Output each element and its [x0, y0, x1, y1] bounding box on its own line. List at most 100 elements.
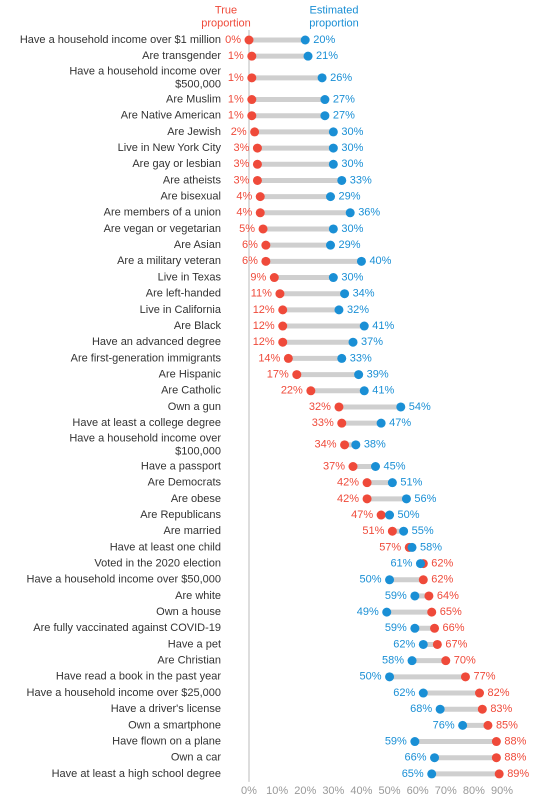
category-label: Have a driver's license [111, 703, 221, 715]
estimate-dot [328, 127, 338, 137]
category-label: Have a pet [168, 638, 221, 650]
estimate-dot [345, 208, 355, 218]
estimate-value-label: 66% [405, 752, 427, 764]
estimate-dot [435, 704, 445, 714]
true-dot [255, 192, 265, 202]
estimate-value-label: 27% [333, 93, 355, 105]
estimate-dot [328, 273, 338, 283]
true-value-label: 62% [431, 557, 453, 569]
estimate-dot [328, 159, 338, 169]
true-value-label: 1% [228, 93, 244, 105]
estimate-dot [418, 688, 428, 698]
estimate-dot [359, 386, 369, 396]
estimate-dot [376, 418, 386, 428]
true-value-label: 4% [236, 207, 252, 219]
estimate-dot [371, 462, 380, 471]
true-value-label: 6% [242, 239, 258, 251]
true-dot [427, 607, 437, 617]
true-value-label: 77% [473, 671, 495, 683]
estimate-dot [396, 402, 406, 412]
estimate-dot [300, 35, 310, 45]
true-dot [258, 224, 268, 234]
estimate-value-label: 41% [372, 385, 394, 397]
estimate-dot [387, 478, 397, 488]
category-label: Are fully vaccinated against COVID-19 [33, 622, 221, 634]
true-dot [247, 95, 257, 105]
estimate-dot [418, 639, 428, 649]
true-dot [275, 289, 285, 299]
category-label: Are married [164, 525, 221, 537]
x-tick-label: 20% [294, 785, 316, 797]
estimate-value-label: 68% [410, 703, 432, 715]
estimate-value-label: 50% [360, 671, 382, 683]
true-value-label: 62% [431, 574, 453, 586]
estimate-value-label: 29% [339, 239, 361, 251]
estimate-dot [385, 672, 395, 682]
category-label: Have a passport [141, 460, 221, 472]
true-value-label: 42% [337, 477, 359, 489]
true-value-label: 12% [253, 304, 275, 316]
estimate-value-label: 58% [382, 655, 404, 667]
category-label: Voted in the 2020 election [94, 557, 221, 569]
estimate-dot [410, 737, 420, 747]
true-value-label: 65% [440, 606, 462, 618]
estimate-value-label: 47% [389, 417, 411, 429]
estimate-dot [382, 607, 392, 617]
estimate-dot [415, 559, 425, 569]
x-tick-label: 40% [350, 785, 372, 797]
true-dot [477, 704, 487, 714]
category-label: Are a military veteran [117, 255, 221, 267]
category-label: Are Native American [121, 110, 221, 122]
true-value-label: 67% [445, 638, 467, 650]
estimate-value-label: 32% [347, 304, 369, 316]
true-value-label: 64% [437, 590, 459, 602]
estimate-value-label: 54% [409, 401, 431, 413]
estimate-dot [356, 256, 366, 266]
true-dot [261, 256, 271, 266]
true-value-label: 4% [236, 191, 252, 203]
true-value-label: 1% [228, 50, 244, 62]
true-dot [491, 737, 501, 747]
estimate-dot [320, 95, 330, 105]
true-dot [424, 591, 434, 601]
true-dot [252, 159, 262, 169]
true-value-label: 37% [323, 460, 345, 472]
estimate-value-label: 39% [367, 369, 389, 381]
true-value-label: 0% [225, 34, 241, 46]
true-dot [269, 273, 279, 283]
estimate-dot [399, 526, 409, 536]
category-label: Have an advanced degree [92, 336, 221, 348]
estimate-value-label: 30% [341, 271, 363, 283]
true-dot [491, 753, 501, 763]
category-label: Have a household income over $100,000 [69, 432, 221, 457]
category-label: Are transgender [142, 50, 221, 62]
estimate-value-label: 21% [316, 50, 338, 62]
x-tick-label: 0% [241, 785, 257, 797]
true-value-label: 88% [504, 752, 526, 764]
estimate-dot [410, 591, 420, 601]
estimate-dot [407, 542, 417, 552]
estimate-dot [359, 321, 369, 331]
estimate-dot [385, 575, 395, 585]
category-label: Are Black [174, 320, 222, 332]
estimate-value-label: 40% [369, 255, 391, 267]
true-dot [340, 440, 350, 450]
category-label: Are first-generation immigrants [71, 352, 222, 364]
estimate-value-label: 33% [350, 174, 372, 186]
true-dot [283, 353, 293, 363]
estimate-dot [348, 337, 358, 347]
legend-label: True proportion [201, 4, 251, 29]
true-value-label: 11% [251, 288, 272, 300]
true-dot [306, 386, 316, 396]
true-dot [292, 370, 302, 380]
estimate-value-label: 55% [412, 525, 434, 537]
category-label: Own a house [156, 606, 221, 618]
true-dot [252, 143, 262, 153]
estimate-value-label: 62% [393, 638, 415, 650]
true-value-label: 12% [253, 320, 275, 332]
category-label: Live in Texas [158, 271, 222, 283]
estimate-value-label: 30% [341, 126, 363, 138]
category-label: Live in California [140, 304, 222, 316]
category-label: Have at least a college degree [72, 417, 221, 429]
